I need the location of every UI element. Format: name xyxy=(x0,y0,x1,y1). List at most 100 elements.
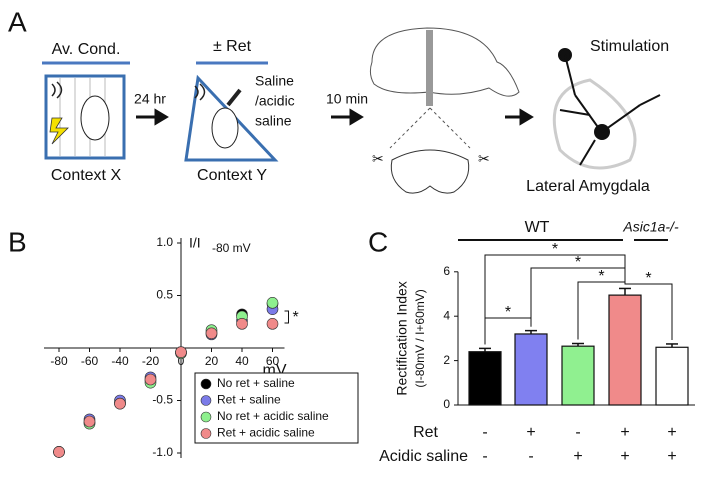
legend-label: Ret + saline xyxy=(217,393,281,407)
legend-box xyxy=(194,372,359,444)
x-tick-label: -60 xyxy=(81,354,99,368)
row-mark: + xyxy=(620,448,629,465)
row-mark: + xyxy=(526,424,535,441)
point xyxy=(175,346,187,359)
y-axis-label: I/I xyxy=(189,235,201,251)
sig-bracket xyxy=(624,283,673,340)
context-label: Context X xyxy=(51,167,122,184)
coronal-slice xyxy=(390,149,470,194)
row-label: Acidic saline xyxy=(379,448,468,465)
row-mark: - xyxy=(482,424,487,441)
arrow xyxy=(331,108,364,126)
sig-star: * xyxy=(598,268,604,285)
projection xyxy=(389,107,471,149)
step-label: ± Ret xyxy=(213,38,252,55)
x-tick-label: 60 xyxy=(266,354,280,368)
context-label: Context Y xyxy=(197,167,267,184)
row-mark: - xyxy=(528,448,533,465)
point xyxy=(205,327,218,340)
stim-label: Stimulation xyxy=(590,38,669,55)
annotation: * xyxy=(293,309,299,326)
point xyxy=(83,415,96,428)
legend-label: No ret + saline xyxy=(217,376,295,390)
y-tick-label: 0 xyxy=(443,397,450,411)
step-label: Av. Cond. xyxy=(52,41,121,58)
legend-swatch xyxy=(200,428,212,439)
legend-label: Ret + acidic saline xyxy=(217,426,315,440)
sig-star: * xyxy=(645,270,651,287)
sig-star: * xyxy=(575,254,581,271)
panel-letter: C xyxy=(368,226,388,257)
y-tick-label: 4 xyxy=(443,308,450,322)
row-mark: - xyxy=(575,424,580,441)
group-label: WT xyxy=(525,219,550,236)
x-tick-label: -40 xyxy=(111,354,129,368)
mouse xyxy=(211,107,239,149)
tone xyxy=(194,83,206,101)
tone xyxy=(51,81,63,99)
point xyxy=(266,318,279,330)
scissors: ✂ xyxy=(372,151,384,167)
scissors: ✂ xyxy=(478,151,490,167)
region-label: Lateral Amygdala xyxy=(526,178,650,195)
brain xyxy=(369,27,520,97)
arrow xyxy=(505,108,534,126)
delay-label: 10 min xyxy=(326,91,368,107)
y-tick-label: -0.5 xyxy=(152,393,173,407)
group-label: Asic1a-/- xyxy=(622,219,679,235)
legend-swatch xyxy=(200,378,212,390)
y-axis-label-sub: -80 mV xyxy=(212,241,251,255)
injection-label: Saline xyxy=(255,73,294,89)
row-label: Ret xyxy=(413,424,438,441)
row-mark: + xyxy=(667,448,676,465)
bracket xyxy=(284,310,289,324)
bar xyxy=(561,345,595,406)
legend-swatch xyxy=(200,395,212,406)
bar xyxy=(655,346,689,406)
y-tick-label: 6 xyxy=(443,264,450,278)
neurons xyxy=(558,48,661,166)
sig-bracket xyxy=(577,281,626,340)
syringe xyxy=(226,88,242,107)
x-tick-label: 0 xyxy=(178,354,185,368)
point xyxy=(53,446,65,458)
y-tick-label: 0.5 xyxy=(156,288,173,302)
point xyxy=(114,397,126,410)
y-tick-label: -1.0 xyxy=(152,445,173,459)
slice-plane xyxy=(426,30,433,106)
point xyxy=(266,297,279,309)
sig-star: * xyxy=(505,304,511,321)
row-mark: + xyxy=(573,448,582,465)
sig-star: * xyxy=(552,241,558,258)
shock xyxy=(49,117,69,145)
arrow xyxy=(136,108,169,126)
mouse xyxy=(80,95,110,141)
amygdala-outline xyxy=(552,78,637,170)
injection-label: /acidic xyxy=(255,93,295,109)
row-mark: + xyxy=(620,424,629,441)
x-tick-label: -20 xyxy=(142,354,160,368)
context-box xyxy=(44,74,126,160)
y-tick-label: 2 xyxy=(443,353,450,367)
bar xyxy=(608,294,642,406)
legend-label: No ret + acidic saline xyxy=(217,409,329,423)
y-axis-label: Rectification Index xyxy=(394,281,410,395)
point xyxy=(236,318,248,330)
panel-letter: B xyxy=(8,226,27,257)
x-tick-label: -80 xyxy=(50,354,68,368)
sig-bracket xyxy=(530,267,626,327)
x-tick-label: 20 xyxy=(205,354,219,368)
row-mark: + xyxy=(667,424,676,441)
row-mark: - xyxy=(482,448,487,465)
panel-letter: A xyxy=(8,6,27,37)
x-tick-label: 40 xyxy=(235,354,249,368)
point xyxy=(144,373,157,386)
bar xyxy=(514,333,548,406)
bar xyxy=(468,351,502,406)
y-tick-label: 1.0 xyxy=(156,235,173,249)
legend-swatch xyxy=(200,411,212,423)
injection-label: saline xyxy=(255,113,292,129)
y-axis-label: (I-80mV / I+60mV) xyxy=(413,289,427,387)
delay-label: 24 hr xyxy=(134,91,166,107)
